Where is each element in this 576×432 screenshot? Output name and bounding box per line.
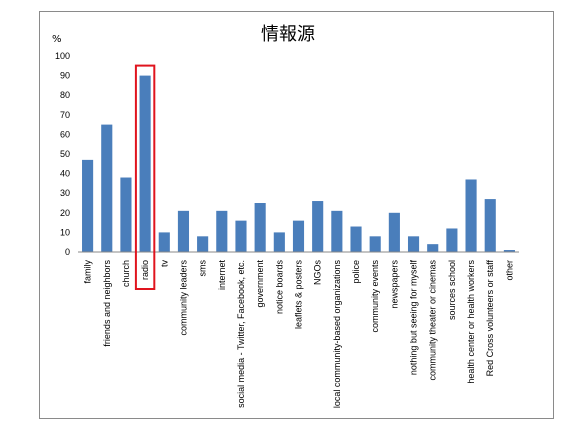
bar — [369, 236, 381, 252]
y-tick-label: 60 — [60, 129, 70, 139]
y-tick-label: 20 — [60, 208, 70, 218]
x-tick-label: leaflets & posters — [294, 260, 304, 330]
bar — [446, 228, 458, 252]
bar — [484, 199, 496, 252]
bar — [407, 236, 420, 252]
bar — [312, 201, 324, 252]
y-tick-label: 10 — [60, 227, 70, 237]
bar — [427, 244, 439, 252]
x-tick-label: other — [504, 260, 514, 281]
x-tick-label: social media - Twitter, Facebook, etc. — [236, 260, 246, 408]
y-tick-label: 50 — [60, 149, 70, 159]
x-tick-label: radio — [140, 260, 150, 280]
bar — [101, 124, 113, 252]
x-tick-label: local community-based organizations — [332, 260, 342, 409]
bar — [120, 177, 132, 252]
y-tick-label: 90 — [60, 71, 70, 81]
bar — [216, 210, 228, 252]
bar — [82, 159, 94, 252]
bar — [235, 220, 247, 252]
y-tick-label: 0 — [65, 247, 70, 257]
bars — [82, 75, 515, 252]
x-tick-label: internet — [217, 260, 227, 291]
x-tick-label: nothing but seeing for myself — [409, 260, 419, 376]
bar — [292, 220, 305, 252]
y-tick-label: 70 — [60, 110, 70, 120]
y-tick-label: 80 — [60, 90, 70, 100]
x-tick-label: sms — [198, 260, 208, 277]
bar — [331, 210, 343, 252]
x-tick-label: government — [255, 260, 265, 308]
bar — [465, 179, 477, 252]
bar — [503, 250, 515, 252]
x-tick-label: Red Cross volunteers or staff — [485, 260, 495, 377]
y-axis-unit-label: % — [52, 34, 62, 45]
x-tick-label: NGOs — [313, 260, 323, 286]
y-tick-label: 40 — [60, 169, 70, 179]
y-tick-label: 100 — [55, 51, 70, 61]
x-tick-label: community leaders — [178, 260, 188, 336]
bar — [273, 232, 285, 252]
bar — [158, 232, 170, 252]
y-axis-ticks: 0 10 20 30 40 50 60 70 80 90 100 — [55, 51, 70, 257]
x-tick-label: friends and neighbors — [102, 260, 112, 347]
bar — [139, 75, 151, 252]
x-axis-ticks: family friends and neighbors church radio tv… — [83, 260, 515, 409]
x-tick-label: family — [83, 260, 93, 284]
x-tick-label: community theater or cinemas — [428, 260, 438, 381]
bar — [177, 210, 190, 252]
x-tick-label: newspapers — [389, 260, 399, 309]
x-tick-label: notice boards — [274, 260, 284, 315]
highlight-box — [134, 64, 156, 290]
x-tick-label: tv — [159, 260, 169, 268]
y-tick-label: 30 — [60, 188, 70, 198]
x-tick-label: health center or health workers — [466, 260, 476, 384]
x-tick-label: police — [351, 260, 361, 284]
bar — [350, 226, 362, 252]
bar — [197, 236, 209, 252]
chart-title: 情報源 — [261, 24, 315, 45]
x-tick-label: sources school — [447, 260, 457, 320]
bar — [254, 203, 266, 252]
x-tick-label: community events — [370, 260, 380, 333]
bar — [388, 212, 400, 252]
x-tick-label: church — [121, 260, 131, 287]
